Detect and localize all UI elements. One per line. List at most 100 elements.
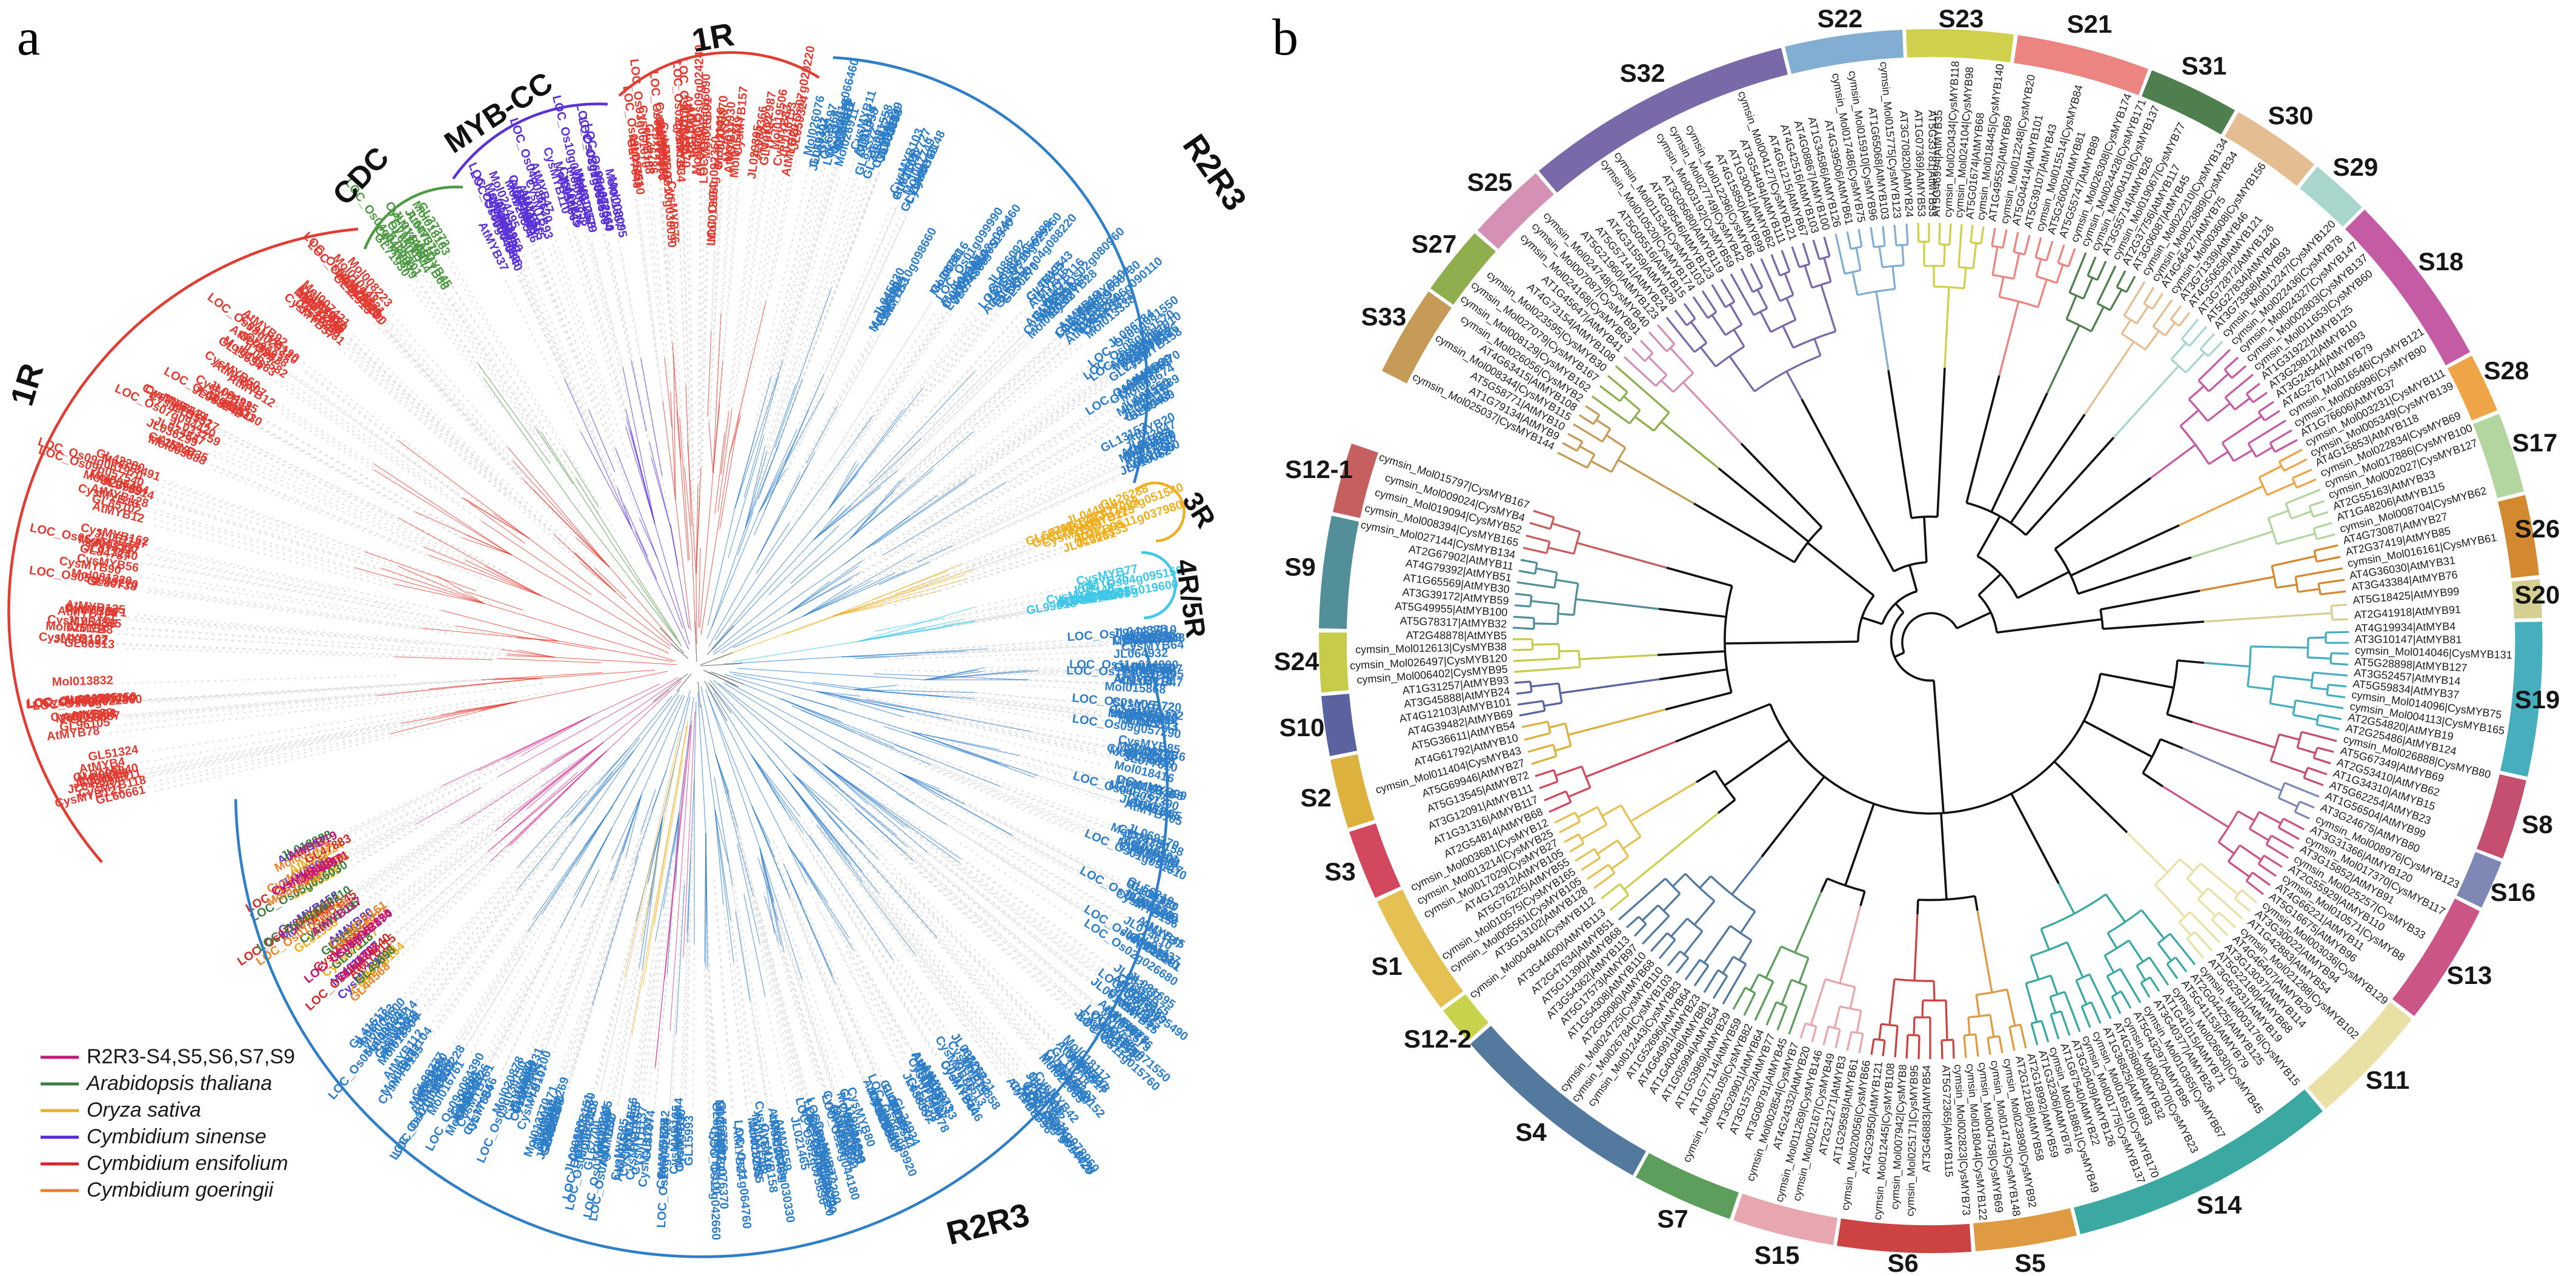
svg-text:JL026831: JL026831 bbox=[676, 101, 691, 156]
svg-text:GL60913: GL60913 bbox=[64, 636, 115, 651]
svg-text:CysMYB50: CysMYB50 bbox=[1114, 661, 1177, 675]
svg-text:S31: S31 bbox=[2182, 52, 2227, 80]
svg-text:AtMYB8: AtMYB8 bbox=[66, 621, 113, 637]
svg-text:GL34225: GL34225 bbox=[1121, 630, 1172, 646]
svg-text:S32: S32 bbox=[1620, 59, 1665, 87]
svg-text:S17: S17 bbox=[2512, 428, 2558, 457]
svg-text:AtMYB118: AtMYB118 bbox=[1114, 673, 1173, 688]
svg-text:1R: 1R bbox=[4, 359, 51, 410]
svg-text:S10: S10 bbox=[1280, 713, 1325, 742]
svg-text:1R: 1R bbox=[689, 16, 737, 59]
svg-text:S8: S8 bbox=[2521, 810, 2552, 839]
svg-text:AT2G41918|AtMYB91: AT2G41918|AtMYB91 bbox=[2354, 603, 2461, 621]
svg-text:S22: S22 bbox=[1817, 4, 1863, 33]
svg-text:AtMYB95: AtMYB95 bbox=[1130, 666, 1184, 681]
svg-text:Arabidopsis thaliana: Arabidopsis thaliana bbox=[85, 1072, 272, 1095]
svg-text:Cymbidium sinense: Cymbidium sinense bbox=[87, 1125, 267, 1148]
svg-text:S15: S15 bbox=[1754, 1241, 1800, 1269]
svg-text:Mol005605: Mol005605 bbox=[690, 113, 704, 174]
svg-text:GL15993: GL15993 bbox=[682, 1115, 696, 1166]
svg-text:JL036735: JL036735 bbox=[63, 691, 118, 707]
svg-text:S14: S14 bbox=[2197, 1191, 2242, 1219]
svg-text:AT5G72365|AtMYB115: AT5G72365|AtMYB115 bbox=[1940, 1065, 1955, 1178]
svg-text:S4: S4 bbox=[1515, 1118, 1547, 1146]
svg-text:S21: S21 bbox=[2067, 10, 2113, 38]
svg-text:S7: S7 bbox=[1657, 1205, 1688, 1233]
svg-text:GL63144: GL63144 bbox=[694, 125, 708, 176]
svg-text:Cymbidium ensifolium: Cymbidium ensifolium bbox=[87, 1152, 288, 1175]
svg-text:S12-1: S12-1 bbox=[1285, 455, 1353, 483]
svg-text:AtMYB114: AtMYB114 bbox=[1113, 673, 1173, 689]
svg-text:AtMYB18: AtMYB18 bbox=[1123, 628, 1177, 644]
svg-text:CysMYB41: CysMYB41 bbox=[712, 1115, 728, 1178]
svg-text:AtMYB121: AtMYB121 bbox=[682, 95, 696, 155]
svg-text:CysMYB48: CysMYB48 bbox=[1122, 631, 1185, 648]
svg-text:Mol004187: Mol004187 bbox=[672, 1107, 688, 1169]
svg-text:CysMYB101: CysMYB101 bbox=[708, 1126, 723, 1195]
svg-text:S30: S30 bbox=[2268, 101, 2314, 130]
svg-text:AtMYB107: AtMYB107 bbox=[1123, 662, 1183, 676]
svg-text:AT2G48878|AtMYB5: AT2G48878|AtMYB5 bbox=[1406, 629, 1507, 642]
svg-text:S27: S27 bbox=[1412, 230, 1457, 258]
svg-text:JL055551: JL055551 bbox=[1118, 661, 1172, 675]
svg-text:S24: S24 bbox=[1274, 647, 1320, 676]
svg-text:a: a bbox=[17, 8, 40, 66]
svg-text:S3: S3 bbox=[1324, 857, 1355, 886]
svg-text:LOC_Os04g016090: LOC_Os04g016090 bbox=[697, 73, 713, 184]
svg-text:S11: S11 bbox=[2366, 1066, 2409, 1094]
svg-text:S28: S28 bbox=[2484, 356, 2529, 385]
svg-text:CysMYB47: CysMYB47 bbox=[1120, 674, 1183, 690]
svg-text:Mol011410: Mol011410 bbox=[712, 107, 728, 168]
svg-text:S19: S19 bbox=[2515, 685, 2560, 714]
svg-text:LOC_Os09g024240: LOC_Os09g024240 bbox=[692, 45, 706, 155]
svg-text:Mol013832: Mol013832 bbox=[51, 674, 113, 689]
svg-text:S12-2: S12-2 bbox=[1404, 1025, 1472, 1053]
svg-text:LOC_Os12g044660: LOC_Os12g044660 bbox=[1066, 664, 1177, 680]
svg-text:S29: S29 bbox=[2333, 153, 2378, 181]
svg-text:AT4G19934|AtMYB4: AT4G19934|AtMYB4 bbox=[2355, 620, 2456, 634]
svg-text:Mol015591: Mol015591 bbox=[700, 97, 715, 159]
svg-text:S25: S25 bbox=[1467, 168, 1513, 196]
svg-text:S16: S16 bbox=[2491, 878, 2536, 906]
svg-text:GL76759: GL76759 bbox=[714, 1101, 730, 1152]
svg-text:GL98748: GL98748 bbox=[1121, 663, 1172, 677]
svg-text:JL015471: JL015471 bbox=[712, 1102, 728, 1157]
svg-text:CysMYB135: CysMYB135 bbox=[668, 1105, 683, 1174]
svg-text:CysMYB90: CysMYB90 bbox=[673, 1109, 688, 1172]
svg-text:S23: S23 bbox=[1939, 4, 1984, 33]
svg-text:AtMYB44: AtMYB44 bbox=[671, 1097, 686, 1151]
svg-text:CysMYB107: CysMYB107 bbox=[38, 630, 108, 646]
svg-text:LOC_Os01g043870: LOC_Os01g043870 bbox=[676, 58, 692, 168]
svg-text:S1: S1 bbox=[1371, 952, 1402, 980]
svg-text:CysMYB64: CysMYB64 bbox=[1121, 638, 1184, 654]
svg-text:LOC_Os11g042660: LOC_Os11g042660 bbox=[706, 1131, 723, 1241]
svg-text:S18: S18 bbox=[2418, 247, 2464, 276]
svg-text:GL50210: GL50210 bbox=[712, 119, 728, 170]
svg-text:S2: S2 bbox=[1300, 783, 1331, 812]
svg-text:S20: S20 bbox=[2515, 580, 2560, 609]
svg-text:S5: S5 bbox=[2014, 1249, 2045, 1276]
svg-text:S33: S33 bbox=[1361, 302, 1407, 331]
svg-text:LOC_Os10g098660: LOC_Os10g098660 bbox=[875, 225, 940, 328]
svg-text:JL064932: JL064932 bbox=[1114, 646, 1169, 661]
svg-text:R2R3-S4,S5,S6,S7,S9: R2R3-S4,S5,S6,S7,S9 bbox=[87, 1045, 295, 1068]
svg-text:CysMYB34: CysMYB34 bbox=[672, 119, 688, 183]
svg-text:GL99018: GL99018 bbox=[1025, 596, 1077, 617]
svg-text:S9: S9 bbox=[1284, 553, 1315, 581]
svg-text:AT3G10147|AtMYB81: AT3G10147|AtMYB81 bbox=[2355, 633, 2462, 646]
svg-text:S13: S13 bbox=[2447, 961, 2492, 989]
svg-text:GL37708: GL37708 bbox=[709, 1102, 725, 1152]
svg-text:S6: S6 bbox=[1887, 1249, 1918, 1276]
svg-text:Mol013960: Mol013960 bbox=[705, 181, 721, 242]
svg-text:R2R3: R2R3 bbox=[943, 1197, 1032, 1252]
svg-text:JL053870: JL053870 bbox=[714, 95, 731, 150]
svg-text:Oryza sativa: Oryza sativa bbox=[87, 1098, 201, 1121]
svg-text:JL093122: JL093122 bbox=[53, 633, 108, 648]
svg-text:AtMYB24: AtMYB24 bbox=[685, 105, 699, 159]
svg-text:Mol008680: Mol008680 bbox=[1112, 632, 1173, 648]
svg-text:S26: S26 bbox=[2515, 514, 2560, 543]
svg-text:b: b bbox=[1272, 8, 1298, 66]
svg-text:R2R3: R2R3 bbox=[1176, 128, 1253, 218]
svg-text:AT3G46883|AtMYB54: AT3G46883|AtMYB54 bbox=[1920, 1065, 1933, 1172]
svg-text:Cymbidium goeringii: Cymbidium goeringii bbox=[87, 1178, 274, 1201]
